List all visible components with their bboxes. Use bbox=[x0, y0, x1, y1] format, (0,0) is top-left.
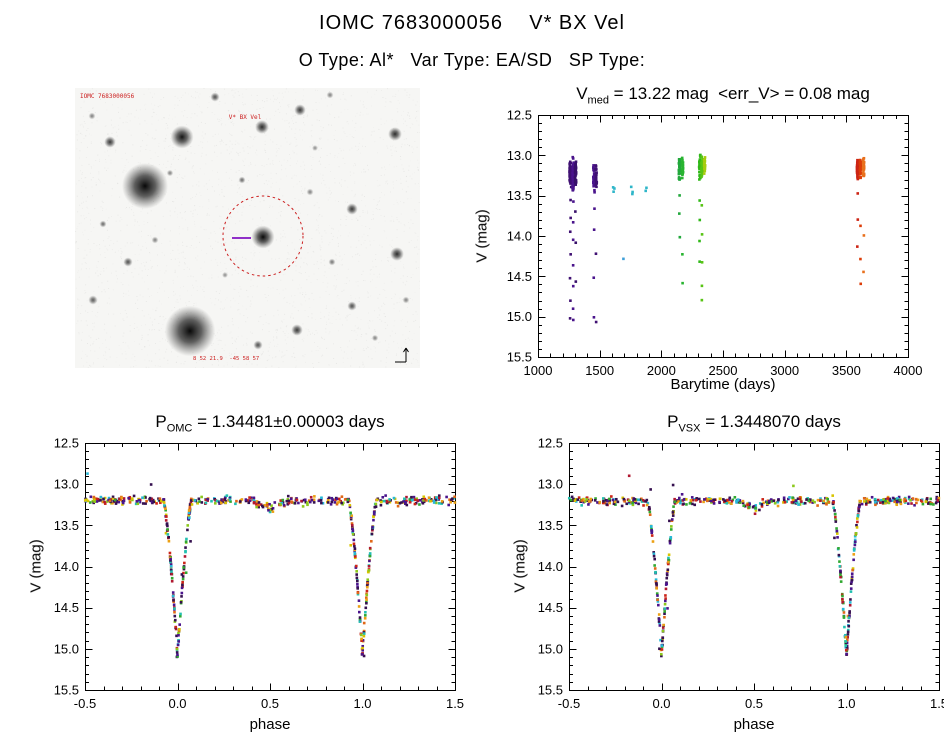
phase-vsx-title-pre: P bbox=[667, 412, 679, 431]
timeseries-title-pre: V bbox=[576, 84, 588, 103]
phase-vsx-title-sub: VSX bbox=[678, 422, 701, 435]
timeseries-ylabel: V (mag) bbox=[473, 209, 491, 263]
phase-omc-title-rest: = 1.34481±0.00003 days bbox=[192, 412, 385, 431]
phase-omc-title-pre: P bbox=[155, 412, 167, 431]
timeseries-xlabel: Barytime (days) bbox=[670, 376, 776, 393]
phase-omc-plot bbox=[33, 434, 479, 716]
phase-omc-xlabel: phase bbox=[249, 716, 291, 733]
timeseries-title: Vmed = 13.22 mag <err_V> = 0.08 mag bbox=[503, 84, 943, 106]
page-title: IOMC 7683000056 V* BX Vel bbox=[319, 12, 625, 34]
phase-vsx-ylabel: V (mag) bbox=[511, 539, 529, 593]
timeseries-plot bbox=[486, 106, 932, 382]
phase-vsx-xlabel: phase bbox=[733, 716, 775, 733]
phase-vsx-title-rest: = 1.3448070 days bbox=[700, 412, 841, 431]
timeseries-title-rest: = 13.22 mag <err_V> = 0.08 mag bbox=[608, 84, 870, 103]
phase-omc-title-sub: OMC bbox=[166, 422, 193, 435]
phase-omc-title: POMC = 1.34481±0.00003 days bbox=[50, 412, 490, 434]
phase-omc-ylabel: V (mag) bbox=[27, 539, 45, 593]
finder-chart-image bbox=[75, 88, 420, 368]
phase-vsx-plot bbox=[517, 434, 944, 716]
timeseries-title-sub: med bbox=[587, 94, 609, 107]
phase-vsx-title: PVSX = 1.3448070 days bbox=[534, 412, 944, 434]
page-subtitle: O Type: Al* Var Type: EA/SD SP Type: bbox=[298, 50, 646, 70]
